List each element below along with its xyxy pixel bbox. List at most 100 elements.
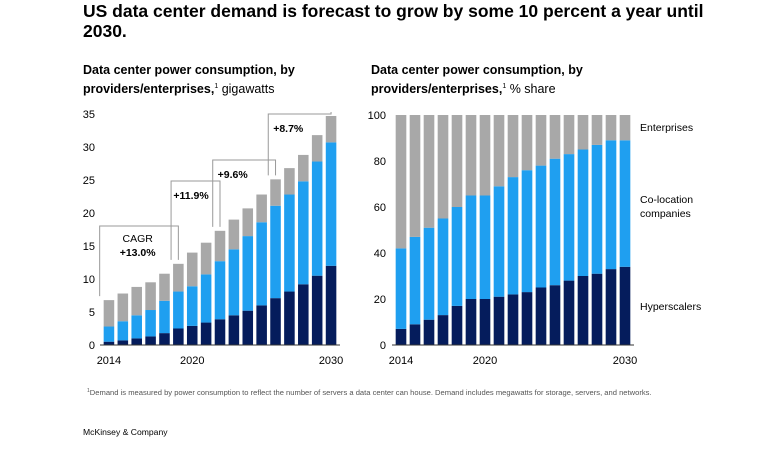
- bar-2024-hyperscalers: [535, 287, 547, 345]
- bar-2017-co-location-companies: [145, 310, 156, 337]
- bar-2022-co-location-companies: [214, 261, 226, 320]
- bar-2016-hyperscalers: [423, 319, 435, 345]
- bar-2024-co-location-companies: [535, 165, 547, 288]
- bar-2027-enterprises: [577, 115, 589, 150]
- bar-2017-enterprises: [437, 115, 449, 219]
- right-chart-title-unit: % share: [506, 81, 556, 96]
- cagr-value-2022-2026: +9.6%: [218, 169, 249, 181]
- bar-2029-co-location-companies: [311, 161, 323, 276]
- y-tick-label-20: 20: [374, 294, 386, 306]
- cagr-bracket-2019-2022: [170, 180, 221, 260]
- left-chart-title-unit: gigawatts: [218, 81, 275, 96]
- bar-2020-co-location-companies: [479, 195, 491, 299]
- legend-hyperscalers: Hyperscalers: [640, 301, 701, 313]
- bar-2021-enterprises: [200, 242, 212, 275]
- bar-2024-co-location-companies: [242, 236, 254, 311]
- bar-2014-hyperscalers: [103, 341, 115, 345]
- bar-2025-co-location-companies: [549, 158, 561, 286]
- bar-2029-hyperscalers: [311, 275, 323, 345]
- bar-2023-hyperscalers: [521, 292, 533, 345]
- bar-2026-hyperscalers: [270, 298, 281, 345]
- x-tick-label-2030: 2030: [319, 355, 343, 367]
- bar-2030-co-location-companies: [619, 140, 631, 267]
- bar-2016-co-location-companies: [131, 315, 142, 339]
- legend-colocation-line2: companies: [640, 208, 691, 220]
- bar-2025-enterprises: [549, 115, 561, 159]
- bar-2021-co-location-companies: [493, 186, 505, 297]
- bar-2028-hyperscalers: [298, 284, 309, 345]
- bar-2025-enterprises: [256, 194, 267, 223]
- footnote: 1Demand is measured by power consumption…: [87, 386, 687, 398]
- y-tick-label-35: 35: [83, 109, 95, 121]
- cagr-value-2026-2030: +8.7%: [273, 123, 304, 135]
- bar-2015-co-location-companies: [117, 321, 129, 341]
- bar-2014-enterprises: [103, 300, 115, 327]
- cagr-label: CAGR: [122, 233, 153, 245]
- bar-2019-co-location-companies: [465, 195, 477, 299]
- bar-2019-co-location-companies: [173, 291, 184, 329]
- bar-2023-enterprises: [228, 219, 240, 250]
- bar-2024-enterprises: [242, 208, 254, 237]
- bar-2018-enterprises: [451, 115, 463, 207]
- bar-2026-co-location-companies: [563, 154, 575, 281]
- bar-2014-hyperscalers: [395, 328, 407, 345]
- right-chart-title-bold: Data center power consumption, by provid…: [371, 63, 583, 96]
- bar-2025-co-location-companies: [256, 222, 267, 306]
- right-chart-title: Data center power consumption, by provid…: [371, 63, 621, 97]
- bar-2018-hyperscalers: [451, 305, 463, 345]
- x-tick-label-2014: 2014: [389, 355, 413, 367]
- bar-2021-co-location-companies: [200, 274, 212, 323]
- bar-2022-hyperscalers: [214, 319, 226, 345]
- bar-2023-hyperscalers: [228, 315, 240, 345]
- bar-2017-hyperscalers: [437, 315, 449, 345]
- bar-2026-enterprises: [270, 179, 281, 206]
- bar-2019-hyperscalers: [173, 328, 184, 345]
- bar-2016-enterprises: [423, 115, 435, 228]
- bar-2025-hyperscalers: [549, 285, 561, 345]
- bar-2027-co-location-companies: [284, 194, 295, 292]
- footnote-marker: 1: [87, 388, 90, 394]
- bar-2019-enterprises: [465, 115, 477, 196]
- bar-2026-enterprises: [563, 115, 575, 155]
- headline: US data center demand is forecast to gro…: [83, 1, 704, 41]
- bar-2028-co-location-companies: [591, 144, 603, 274]
- bar-2014-enterprises: [395, 115, 407, 249]
- bar-2018-hyperscalers: [159, 333, 170, 345]
- bar-2028-enterprises: [298, 154, 309, 182]
- cagr-value-2019-2022: +11.9%: [173, 190, 209, 202]
- y-tick-label-10: 10: [83, 274, 95, 286]
- bar-2020-hyperscalers: [186, 325, 198, 345]
- bar-2025-hyperscalers: [256, 305, 267, 345]
- bar-2020-hyperscalers: [479, 299, 491, 345]
- legend-enterprises: Enterprises: [640, 122, 693, 134]
- bar-2030-hyperscalers: [619, 266, 631, 345]
- y-tick-label-100: 100: [368, 110, 386, 122]
- y-tick-label-80: 80: [374, 156, 386, 168]
- bar-2021-hyperscalers: [200, 322, 212, 345]
- brand-label: McKinsey & Company: [83, 427, 168, 437]
- bar-2016-enterprises: [131, 286, 142, 316]
- bar-2029-hyperscalers: [605, 269, 617, 345]
- y-tick-label-30: 30: [83, 142, 95, 154]
- bar-2023-co-location-companies: [521, 170, 533, 293]
- bar-2016-hyperscalers: [131, 338, 142, 345]
- bar-2024-enterprises: [535, 115, 547, 166]
- right-chart-title-footnote-marker: 1: [502, 82, 507, 90]
- footnote-text: Demand is measured by power consumption …: [89, 388, 652, 397]
- bar-2029-co-location-companies: [605, 140, 617, 270]
- y-tick-label-0: 0: [89, 340, 95, 352]
- bar-2019-enterprises: [173, 263, 184, 292]
- cagr-value-2014-2019: +13.0%: [120, 247, 157, 259]
- bar-2017-co-location-companies: [437, 218, 449, 316]
- cagr-bracket-2026-2030: [267, 111, 332, 176]
- bar-2030-co-location-companies: [325, 142, 337, 266]
- cagr-bracket-2022-2026: [212, 159, 277, 227]
- bar-2021-hyperscalers: [493, 296, 505, 345]
- bar-2030-enterprises: [325, 115, 337, 143]
- y-tick-label-5: 5: [89, 307, 95, 319]
- bar-2028-co-location-companies: [298, 181, 309, 285]
- bar-2030-enterprises: [619, 115, 631, 141]
- bar-2015-enterprises: [117, 293, 129, 322]
- bar-2024-hyperscalers: [242, 310, 254, 345]
